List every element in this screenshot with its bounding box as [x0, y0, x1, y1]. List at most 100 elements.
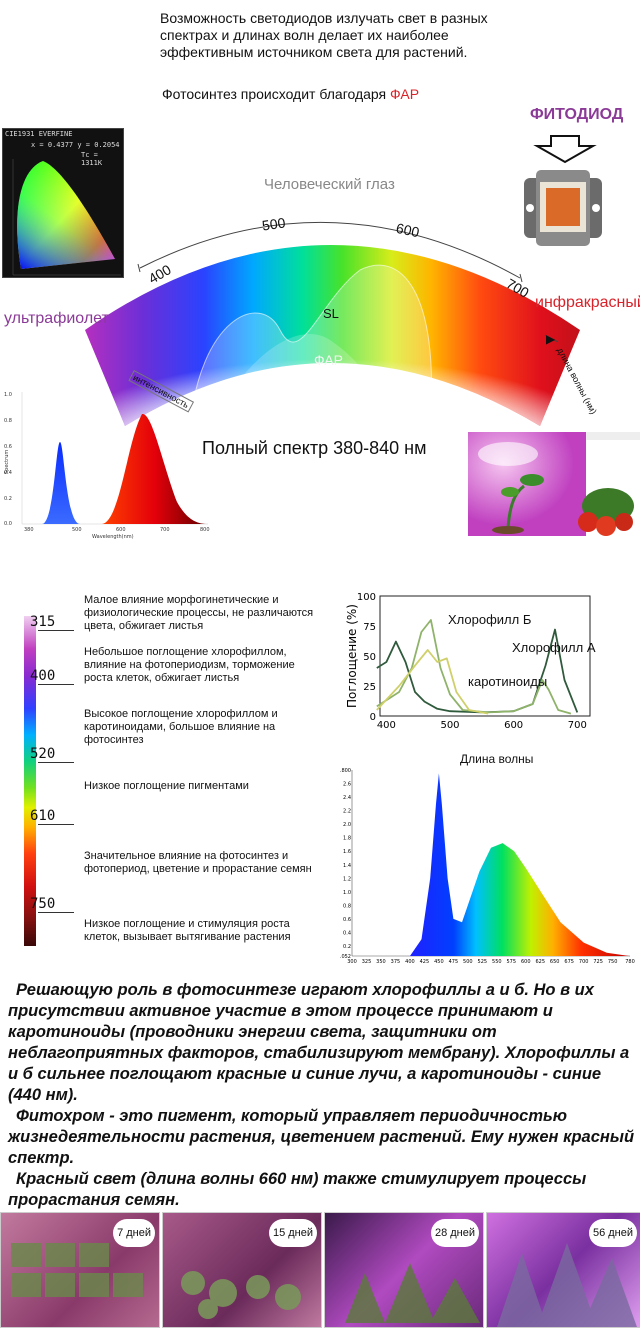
tick-500: 500 — [261, 214, 287, 234]
y-tick-label: 2.800 — [340, 768, 351, 774]
scale-tick-610: 610 — [30, 808, 56, 824]
ultraviolet-label: ультрафиолет — [4, 310, 109, 327]
x-tick-label: 625 — [535, 959, 545, 965]
y-axis-label: Поглощение (%) — [345, 604, 359, 708]
x-tick-label: 600 — [521, 959, 531, 965]
photo-day-56: 56 дней — [486, 1212, 640, 1328]
series-line — [376, 619, 572, 715]
x-tick-label: 500 — [440, 720, 459, 731]
plant-image — [468, 432, 640, 536]
x-tick-label: 400 — [377, 720, 396, 731]
body-text: Решающую роль в фотосинтезе играют хлоро… — [8, 980, 636, 1211]
small-ytick: 0.8 — [4, 418, 12, 424]
series-line — [376, 649, 489, 715]
y-tick-label: 50 — [363, 652, 376, 663]
photo-day-7: 7 дней — [0, 1212, 160, 1328]
x-tick-label: 500 — [463, 959, 473, 965]
x-tick-label: 475 — [449, 959, 459, 965]
series-line — [376, 628, 579, 714]
y-tick-label: 1.2 — [343, 876, 351, 882]
small-xlabel: Wavelength(nm) — [92, 534, 134, 540]
axis-arrow-icon: ▶ — [546, 332, 556, 346]
fitodiod-label: ФИТОДИОД — [530, 106, 624, 123]
chlorophyll-b-label: Хлорофилл Б — [448, 612, 532, 627]
x-tick-label: 525 — [478, 959, 488, 965]
small-xtick: 380 — [24, 527, 34, 533]
y-tick-label: 0.2 — [343, 944, 351, 950]
x-tick-label: 325 — [362, 959, 372, 965]
x-tick-label: 550 — [492, 959, 502, 965]
paragraph-1: Решающую роль в фотосинтезе играют хлоро… — [8, 981, 630, 1104]
wavelength-title: Длина волны — [460, 752, 534, 766]
y-tick-label: 25 — [363, 682, 376, 693]
cie-tc: Tc = 1311K — [81, 151, 103, 167]
small-ytick: 0.0 — [4, 521, 12, 527]
intro-text: Возможность светодиодов излучать свет в … — [160, 10, 488, 60]
x-tick-label: 300 — [347, 959, 357, 965]
y-tick-label: 0.4 — [343, 930, 351, 936]
x-tick-label: 780 — [625, 959, 635, 965]
x-tick-label: 600 — [504, 720, 523, 731]
y-tick-label: 0.6 — [343, 917, 351, 923]
cie-header: CIE1931 EVERFINE — [5, 130, 73, 138]
spectrum-arc — [85, 221, 580, 427]
y-tick-label: 2.6 — [343, 782, 351, 788]
y-tick-label: 75 — [363, 622, 376, 633]
photo-day-15: 15 дней — [162, 1212, 322, 1328]
arrow-down-icon — [533, 134, 597, 169]
x-tick-label: 425 — [420, 959, 430, 965]
day-label: 15 дней — [268, 1219, 317, 1247]
small-ylabel: Spectrum — [4, 450, 10, 474]
small-ytick: 0.4 — [4, 470, 12, 476]
photosynthesis-line: Фотосинтез происходит благодаря ФАР — [162, 86, 419, 102]
scale-desc-6: Низкое поглощение и стимуляция роста кле… — [84, 918, 291, 943]
y-tick-label: 100 — [357, 592, 376, 603]
scale-tick-315: 315 — [30, 614, 56, 630]
emission-chart: 2.800 2.6 2.4 2.2 2.0 1.8 1.6 1.4 1.2 1.0 0.8 0.6 0.… — [340, 768, 635, 965]
y-tick-label: 0 — [370, 712, 376, 723]
led-chip-image — [522, 168, 604, 248]
photosynthesis-prefix: Фотосинтез происходит благодаря — [162, 86, 391, 102]
scale-tick-400: 400 — [30, 668, 56, 684]
small-xtick: 700 — [160, 527, 170, 533]
y-tick-label: 1.8 — [343, 836, 351, 842]
day-label: 28 дней — [430, 1219, 479, 1247]
y-tick-label: 0.052 — [340, 954, 351, 960]
y-tick-label: 1.6 — [343, 849, 351, 855]
far-label: ФАР — [390, 86, 420, 102]
infrared-label: инфракрасный — [535, 294, 640, 311]
x-tick-label: 400 — [405, 959, 415, 965]
y-tick-label: 2.2 — [343, 809, 351, 815]
scale-desc-1: Малое влияние морфогинетические и физиол… — [84, 594, 314, 632]
human-eye-label: Человеческий глаз — [264, 176, 395, 193]
small-ytick: 1.0 — [4, 392, 12, 398]
small-xtick: 800 — [200, 527, 210, 533]
x-tick-label: 650 — [550, 959, 560, 965]
emission-area — [409, 773, 630, 957]
y-tick-label: 1.4 — [343, 863, 351, 869]
day-label: 56 дней — [588, 1219, 637, 1247]
x-tick-label: 575 — [506, 959, 516, 965]
x-tick-label: 725 — [593, 959, 603, 965]
x-tick-label: 700 — [568, 720, 587, 731]
x-tick-label: 700 — [579, 959, 589, 965]
x-tick-label: 450 — [434, 959, 444, 965]
x-tick-label: 375 — [391, 959, 401, 965]
scale-desc-3: Высокое поглощение хлорофиллом и каротин… — [84, 708, 278, 746]
x-tick-label: 675 — [564, 959, 574, 965]
y-tick-label: 2.0 — [343, 822, 351, 828]
scale-tick-750: 750 — [30, 896, 56, 912]
far-arc-label: ФАР — [314, 352, 344, 368]
cie-diagram: CIE1931 EVERFINE x = 0.4377 y = 0.2054 T… — [2, 128, 124, 278]
day-label: 7 дней — [113, 1219, 155, 1247]
scale-desc-2: Небольшое поглощение хлорофиллом, влияни… — [84, 646, 295, 684]
y-tick-label: 0.8 — [343, 903, 351, 909]
cie-coords: x = 0.4377 y = 0.2054 — [31, 141, 120, 149]
paragraph-3: Красный свет (длина волны 660 нм) также … — [8, 1170, 587, 1209]
sl-label: SL — [323, 306, 339, 321]
spectrum-scale-bar — [24, 616, 36, 946]
small-ytick: 0.6 — [4, 444, 12, 450]
scale-desc-4: Низкое поглощение пигментами — [84, 780, 249, 792]
plot-frame — [379, 595, 591, 717]
x-tick-label: 750 — [608, 959, 618, 965]
